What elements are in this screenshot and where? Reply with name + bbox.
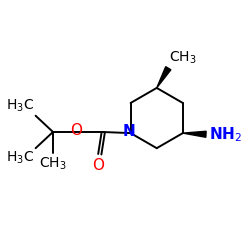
Text: N: N: [123, 124, 136, 140]
Text: CH$_3$: CH$_3$: [170, 50, 197, 66]
Text: O: O: [92, 158, 104, 173]
Text: H$_3$C: H$_3$C: [6, 98, 34, 114]
Polygon shape: [157, 67, 171, 88]
Polygon shape: [183, 131, 206, 137]
Text: NH$_2$: NH$_2$: [209, 125, 242, 144]
Text: CH$_3$: CH$_3$: [39, 155, 67, 172]
Text: O: O: [70, 123, 82, 138]
Text: H$_3$C: H$_3$C: [6, 150, 34, 166]
